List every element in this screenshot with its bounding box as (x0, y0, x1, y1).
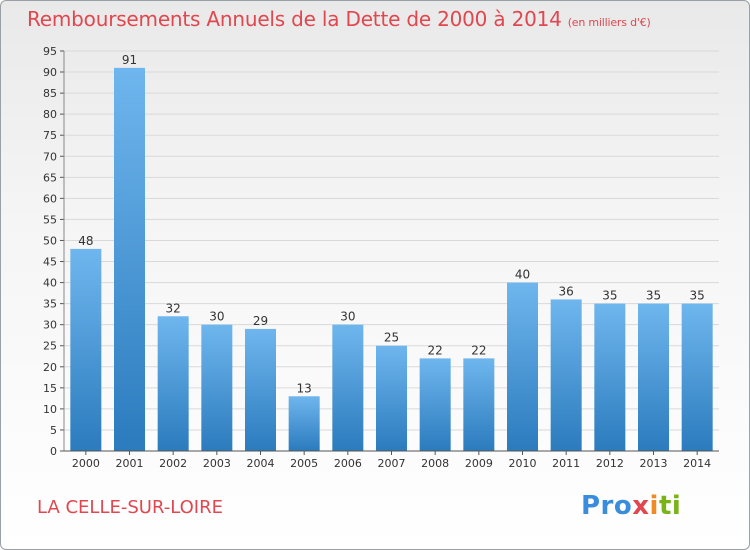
x-tick-label: 2010 (509, 457, 537, 470)
bar-value-label: 22 (428, 343, 443, 357)
bar-value-label: 35 (690, 289, 705, 303)
x-tick-label: 2006 (334, 457, 362, 470)
x-tick-label: 2013 (640, 457, 668, 470)
bar-2014 (681, 303, 713, 451)
city-name: LA CELLE-SUR-LOIRE (37, 497, 223, 518)
y-tick-label: 60 (43, 192, 57, 205)
bar-value-label: 13 (297, 381, 312, 395)
bar-2007 (376, 345, 407, 451)
bar-value-labels: 48 91 32 30 29 13 30 25 22 22 40 36 35 35 35 (78, 53, 705, 395)
bar-2011 (550, 299, 582, 451)
x-tick-label: 2009 (465, 457, 493, 470)
y-tick-label: 80 (43, 108, 57, 121)
bar-2009 (463, 358, 495, 451)
y-tick-label: 75 (43, 129, 57, 142)
chart-title-text: Remboursements Annuels de la Dette de 20… (27, 7, 562, 31)
y-tick-label: 40 (43, 277, 57, 290)
bar-value-label: 25 (384, 331, 399, 345)
bar-value-label: 22 (471, 343, 486, 357)
x-tick-label: 2005 (290, 457, 318, 470)
bar-value-label: 30 (209, 310, 224, 324)
bars (70, 67, 713, 451)
bar-2008 (419, 358, 451, 451)
x-tick-label: 2011 (552, 457, 580, 470)
bar-value-label: 35 (646, 289, 661, 303)
y-tick-label: 85 (43, 87, 57, 100)
y-tick-label: 20 (43, 361, 57, 374)
x-tick-label: 2000 (72, 457, 100, 470)
y-tick-label: 95 (43, 45, 57, 58)
y-tick-label: 10 (43, 403, 57, 416)
y-tick-label: 35 (43, 298, 57, 311)
bar-2010 (507, 282, 538, 451)
bar-2012 (594, 303, 626, 451)
y-axis-ticks: 0 5 10 15 20 25 30 35 40 45 50 55 60 65 70 75 80 85 90 95 (43, 45, 65, 458)
y-tick-label: 65 (43, 171, 57, 184)
x-axis-ticks: 2000 2001 2002 2003 2004 2005 2006 2007 2008 2009… (72, 451, 711, 470)
bar-value-label: 40 (515, 268, 530, 282)
bar-2005 (288, 396, 320, 451)
bar-2013 (638, 303, 669, 451)
proxiti-logo[interactable]: Proxiti (581, 491, 682, 521)
bar-value-label: 35 (602, 289, 617, 303)
chart-subtitle: (en milliers d'€) (567, 16, 651, 29)
bar-2001 (114, 67, 145, 451)
bar-2002 (157, 316, 189, 451)
y-tick-label: 90 (43, 66, 57, 79)
x-tick-label: 2008 (421, 457, 449, 470)
bar-value-label: 30 (340, 310, 355, 324)
x-tick-label: 2004 (247, 457, 275, 470)
bar-2004 (245, 328, 276, 451)
bar-value-label: 91 (122, 53, 137, 67)
bar-value-label: 48 (78, 234, 93, 248)
bar-2006 (332, 324, 364, 451)
y-tick-label: 0 (50, 445, 57, 458)
x-tick-label: 2014 (683, 457, 711, 470)
bar-value-label: 32 (166, 301, 181, 315)
y-tick-label: 70 (43, 150, 57, 163)
y-tick-label: 50 (43, 234, 57, 247)
y-tick-label: 25 (43, 340, 57, 353)
x-tick-label: 2012 (596, 457, 624, 470)
x-tick-label: 2002 (159, 457, 187, 470)
y-tick-label: 45 (43, 256, 57, 269)
x-tick-label: 2007 (378, 457, 406, 470)
bar-2003 (201, 324, 233, 451)
y-tick-label: 5 (50, 424, 57, 437)
y-tick-label: 30 (43, 319, 57, 332)
bar-value-label: 36 (559, 284, 574, 298)
y-tick-label: 15 (43, 382, 57, 395)
y-tick-label: 55 (43, 213, 57, 226)
x-tick-label: 2003 (203, 457, 231, 470)
x-tick-label: 2001 (116, 457, 144, 470)
bar-value-label: 29 (253, 314, 268, 328)
bar-2000 (70, 248, 102, 451)
chart-title: Remboursements Annuels de la Dette de 20… (27, 7, 651, 31)
